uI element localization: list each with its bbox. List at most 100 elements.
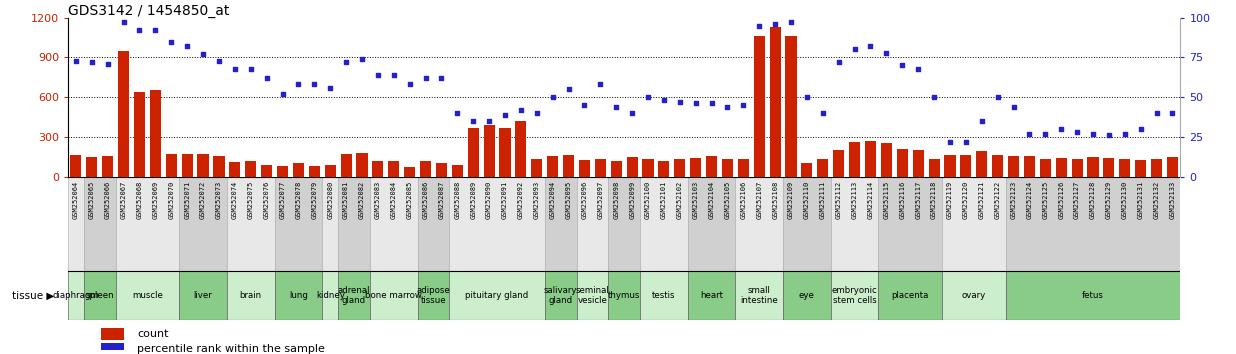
- Bar: [323, 271, 339, 320]
- Bar: [261, 165, 272, 177]
- Point: [510, 107, 530, 113]
- Point: [336, 59, 356, 65]
- Point: [1163, 110, 1183, 116]
- Point: [749, 23, 769, 28]
- Point: [607, 104, 627, 109]
- Text: pituitary gland: pituitary gland: [466, 291, 529, 300]
- Point: [193, 51, 213, 57]
- Text: GSM252083: GSM252083: [375, 180, 381, 218]
- Bar: [770, 27, 781, 177]
- Point: [813, 110, 833, 116]
- Point: [702, 101, 722, 106]
- Bar: [84, 271, 116, 320]
- Text: GSM252094: GSM252094: [550, 180, 556, 218]
- Text: GSM252095: GSM252095: [566, 180, 571, 218]
- Text: GSM252108: GSM252108: [772, 180, 779, 218]
- Bar: [182, 154, 193, 177]
- Text: GSM252064: GSM252064: [73, 180, 79, 218]
- Point: [1083, 131, 1103, 137]
- Text: GSM252112: GSM252112: [836, 180, 842, 218]
- Point: [591, 81, 611, 87]
- Point: [829, 59, 849, 65]
- Point: [1052, 126, 1072, 132]
- Bar: [831, 177, 879, 271]
- Text: GSM252107: GSM252107: [756, 180, 763, 218]
- Bar: [1006, 177, 1180, 271]
- Bar: [1135, 160, 1146, 177]
- Text: seminal
vesicle: seminal vesicle: [576, 286, 609, 305]
- Bar: [960, 155, 971, 177]
- Bar: [659, 161, 670, 177]
- Point: [162, 39, 182, 44]
- Text: GSM252133: GSM252133: [1169, 180, 1175, 218]
- Text: GSM252081: GSM252081: [344, 180, 349, 218]
- Text: GSM252082: GSM252082: [358, 180, 365, 218]
- Bar: [1104, 158, 1115, 177]
- Bar: [627, 157, 638, 177]
- Text: GSM252111: GSM252111: [819, 180, 826, 218]
- Text: GSM252097: GSM252097: [597, 180, 603, 218]
- Bar: [68, 271, 84, 320]
- Text: GSM252073: GSM252073: [216, 180, 222, 218]
- Bar: [372, 161, 383, 177]
- Text: GSM252075: GSM252075: [247, 180, 253, 218]
- Bar: [1167, 157, 1178, 177]
- Bar: [245, 161, 256, 177]
- Bar: [388, 161, 399, 177]
- Point: [781, 19, 801, 25]
- Point: [1004, 104, 1023, 109]
- Point: [1147, 110, 1167, 116]
- Text: GSM252128: GSM252128: [1090, 180, 1096, 218]
- Bar: [483, 125, 494, 177]
- Text: GSM252114: GSM252114: [868, 180, 874, 218]
- Text: GSM252102: GSM252102: [677, 180, 682, 218]
- Bar: [436, 163, 447, 177]
- Text: GSM252129: GSM252129: [1106, 180, 1112, 218]
- Point: [575, 102, 595, 108]
- Text: GSM252101: GSM252101: [661, 180, 667, 218]
- Bar: [87, 157, 98, 177]
- Point: [686, 101, 706, 106]
- Bar: [831, 271, 879, 320]
- Bar: [784, 177, 831, 271]
- Text: GSM252089: GSM252089: [470, 180, 476, 218]
- Point: [273, 91, 293, 97]
- Bar: [1088, 157, 1099, 177]
- Point: [415, 75, 435, 81]
- Bar: [687, 177, 735, 271]
- Bar: [942, 271, 1006, 320]
- Bar: [418, 271, 450, 320]
- Point: [368, 72, 388, 78]
- Bar: [754, 36, 765, 177]
- Text: GSM252092: GSM252092: [518, 180, 524, 218]
- Bar: [976, 151, 988, 177]
- Bar: [230, 162, 240, 177]
- Text: GSM252070: GSM252070: [168, 180, 174, 218]
- Text: muscle: muscle: [132, 291, 163, 300]
- Bar: [370, 177, 418, 271]
- Bar: [640, 177, 687, 271]
- Point: [718, 104, 738, 109]
- Bar: [404, 167, 415, 177]
- Text: tissue ▶: tissue ▶: [12, 291, 54, 301]
- Point: [1099, 132, 1119, 138]
- Bar: [339, 271, 370, 320]
- Bar: [1023, 156, 1035, 177]
- Bar: [227, 271, 274, 320]
- Text: GSM252123: GSM252123: [1011, 180, 1016, 218]
- Bar: [274, 177, 323, 271]
- Text: GSM252074: GSM252074: [232, 180, 237, 218]
- Text: GSM252077: GSM252077: [279, 180, 286, 218]
- Text: small
intestine: small intestine: [740, 286, 779, 305]
- Text: GSM252120: GSM252120: [963, 180, 969, 218]
- Bar: [531, 159, 543, 177]
- Bar: [738, 159, 749, 177]
- Text: GSM252117: GSM252117: [915, 180, 921, 218]
- Point: [82, 59, 101, 65]
- Bar: [450, 177, 545, 271]
- Point: [1115, 131, 1135, 137]
- Point: [797, 94, 817, 100]
- Bar: [735, 177, 784, 271]
- Bar: [116, 177, 179, 271]
- Point: [941, 139, 960, 144]
